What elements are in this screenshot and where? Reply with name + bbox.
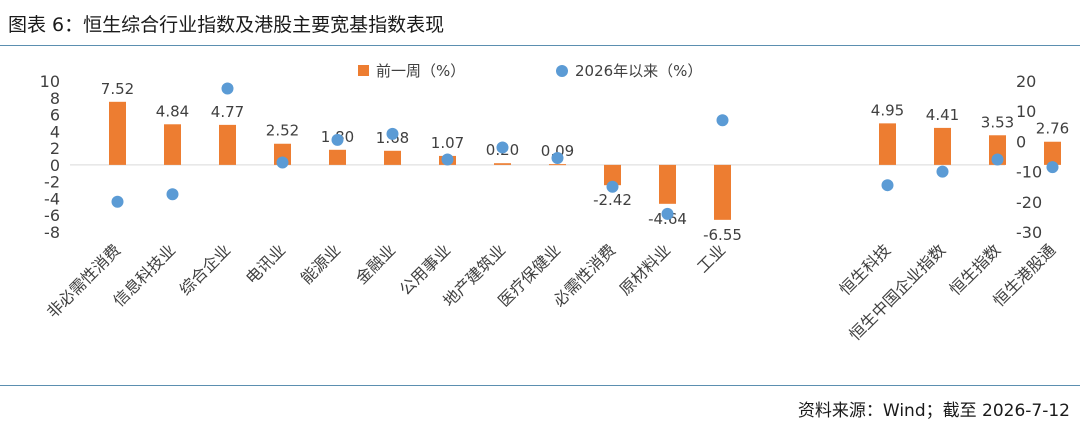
dot-point [166,188,179,201]
bar [604,164,621,186]
dot-point [661,207,674,220]
top-rule [0,45,1080,46]
right-tick-label: 20 [1016,72,1036,91]
figure-title: 图表 6：恒生综合行业指数及港股主要宽基指数表现 [8,14,445,36]
left-tick-label: 10 [40,72,60,91]
legend: 前一周（%） 2026年以来（%） [358,62,702,80]
right-axis: 20 10 0 -10 -20 -30 [1016,72,1042,242]
left-tick-label: -6 [44,206,60,225]
dot-series [111,82,1059,220]
left-tick-label: -2 [44,173,60,192]
dot-point [606,180,619,193]
left-tick-label: -8 [44,223,60,242]
left-tick-label: 4 [50,122,60,141]
bar-series [109,101,1061,220]
bar [329,149,346,165]
bar-value-label: -6.55 [703,226,742,244]
bar [549,164,566,166]
bar [219,124,236,165]
bar-value-label: -2.42 [593,191,632,209]
category-label: 电讯业 [242,240,289,287]
bar [659,164,676,204]
dot-point [276,156,289,169]
right-tick-label: -10 [1016,163,1042,182]
bar [714,164,731,220]
left-tick-label: 0 [50,156,60,175]
source-note: 资料来源：Wind；截至 2026-7-12 [797,401,1070,421]
dot-point [441,153,454,166]
dot-point [551,152,564,165]
right-tick-label: -30 [1016,223,1042,242]
dot-point [1046,161,1059,174]
bar [879,123,896,165]
dot-point [221,82,234,95]
bar-value-label: 2.52 [266,122,299,140]
bar-value-label: 3.53 [981,113,1014,131]
bar-value-labels: 7.524.844.772.521.801.681.070.200.09-2.4… [101,80,1069,244]
category-label: 综合企业 [176,240,235,299]
bar [164,124,181,165]
legend-bar-label: 前一周（%） [376,62,465,80]
bar [384,150,401,165]
bar-value-label: 4.95 [871,101,904,119]
category-label: 金融业 [352,240,399,287]
legend-dot-swatch [556,65,568,77]
dot-point [881,179,894,192]
dot-point [936,165,949,178]
bar-value-label: 0.09 [541,142,574,160]
legend-bar-swatch [358,65,369,76]
dot-point [716,114,729,127]
bar-value-label: 4.77 [211,103,244,121]
bar-value-label: 4.41 [926,106,959,124]
category-label: 能源业 [297,240,344,287]
category-label: 工业 [693,240,729,276]
left-tick-label: -4 [44,189,60,208]
bar-value-label: 4.84 [156,102,189,120]
bar-value-label: 1.07 [431,134,464,152]
right-tick-label: -20 [1016,193,1042,212]
bar [494,163,511,165]
dot-point [111,195,124,208]
bar [934,127,951,165]
category-label: 原材料业 [616,240,675,299]
left-tick-label: 2 [50,139,60,158]
right-tick-label: 0 [1016,132,1026,151]
bottom-rule [0,385,1080,386]
right-tick-label: 10 [1016,102,1036,121]
dot-point [386,127,399,140]
category-label: 恒生中国企业指数 [845,240,949,344]
bar-value-label: 2.76 [1036,120,1069,138]
legend-dot-label: 2026年以来（%） [575,62,702,80]
dot-point [496,141,509,154]
left-tick-label: 6 [50,106,60,125]
dot-point [331,133,344,146]
left-tick-label: 8 [50,89,60,108]
bar [1044,141,1061,165]
bar [109,101,126,165]
bar-value-label: 7.52 [101,80,134,98]
category-label: 非必需性消费 [43,240,124,321]
dot-point [991,153,1004,166]
